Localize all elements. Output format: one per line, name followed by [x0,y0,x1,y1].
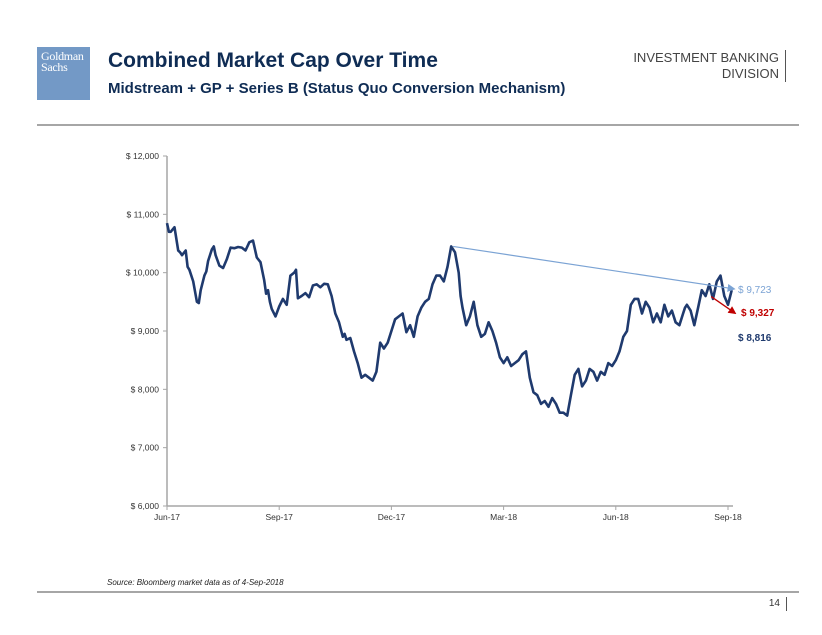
division-line-2: DIVISION [721,66,779,81]
division-line-1: INVESTMENT BANKING [633,50,779,65]
y-tick-label: $ 10,000 [126,268,159,278]
page-subtitle: Midstream + GP + Series B (Status Quo Co… [108,80,566,97]
trend-arrow [453,245,736,292]
x-tick-label: Sep-18 [714,512,742,522]
x-tick-label: Mar-18 [490,512,517,522]
drop-arrow [710,296,737,315]
division-label: INVESTMENT BANKING DIVISION [633,50,786,82]
y-tick-label: $ 12,000 [126,151,159,161]
x-tick-label: Jun-17 [154,512,180,522]
source-note: Source: Bloomberg market data as of 4-Se… [107,578,284,587]
x-tick-label: Dec-17 [378,512,406,522]
label-9327: $ 9,327 [741,308,775,319]
y-tick-label: $ 8,000 [131,384,160,394]
x-tick-label: Jun-18 [603,512,629,522]
x-tick-label: Sep-17 [265,512,293,522]
logo-line-1: Goldman [41,49,84,63]
label-9723: $ 9,723 [738,285,772,296]
y-tick-label: $ 9,000 [131,326,160,336]
page-number: 14 [769,597,787,611]
label-8816: $ 8,816 [738,333,772,344]
footer-divider [37,591,799,593]
y-tick-label: $ 7,000 [131,443,160,453]
header-divider [37,124,799,126]
page-title: Combined Market Cap Over Time [108,49,438,72]
y-tick-label: $ 6,000 [131,501,160,511]
goldman-sachs-logo: Goldman Sachs [37,47,90,100]
y-tick-label: $ 11,000 [127,209,160,219]
series-line [165,222,733,417]
logo-line-2: Sachs [41,60,68,74]
